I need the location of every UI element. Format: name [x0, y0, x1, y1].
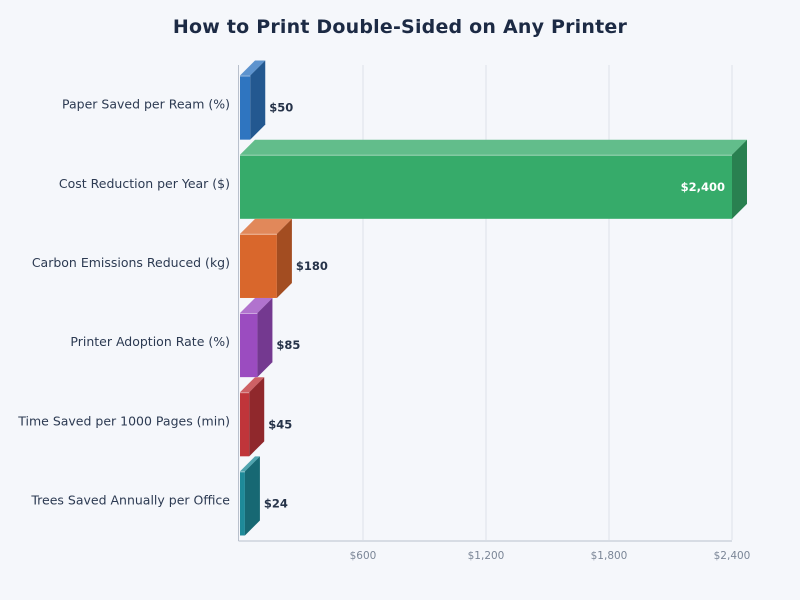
bar-top — [240, 218, 292, 234]
bar-top — [240, 456, 260, 472]
data-label: $45 — [268, 417, 292, 431]
bar — [240, 377, 265, 457]
data-label: $24 — [264, 496, 288, 510]
category-labels: Paper Saved per Ream (%) Cost Reduction p… — [17, 97, 230, 508]
category-label: Trees Saved Annually per Office — [30, 492, 230, 507]
bar-front — [240, 392, 250, 457]
bar-side — [732, 139, 747, 219]
bar-top — [240, 377, 265, 393]
category-label: Carbon Emissions Reduced (kg) — [32, 255, 230, 270]
data-label: $180 — [296, 259, 328, 273]
x-tick-label: $1,800 — [591, 550, 628, 562]
bar — [240, 139, 747, 219]
category-label: Time Saved per 1000 Pages (min) — [17, 413, 230, 428]
data-label: $85 — [276, 338, 300, 352]
bars: $50 $2,400 $180 $85 $45 $24 — [240, 60, 747, 536]
bar-front — [240, 154, 732, 219]
chart-title: How to Print Double-Sided on Any Printer — [172, 16, 628, 38]
x-tick-label: $1,200 — [468, 550, 505, 562]
bar-top — [240, 139, 747, 155]
x-tick-label: $600 — [350, 550, 377, 562]
category-label: Paper Saved per Ream (%) — [62, 97, 230, 112]
bar-side — [257, 298, 273, 378]
bar-side — [250, 60, 266, 140]
bar-front — [240, 313, 258, 378]
bar-side — [276, 218, 292, 298]
bar-front — [240, 471, 245, 536]
bar — [240, 456, 260, 536]
bar-top — [240, 298, 273, 314]
data-label: $2,400 — [681, 180, 725, 194]
bar-front — [240, 75, 251, 140]
bar-side — [249, 377, 265, 457]
data-label: $50 — [269, 101, 293, 115]
bar-front — [240, 233, 277, 298]
bar — [240, 298, 273, 378]
x-tick-label: $2,400 — [714, 550, 751, 562]
category-label: Printer Adoption Rate (%) — [70, 334, 230, 349]
bar — [240, 218, 292, 298]
bar — [240, 60, 266, 140]
bar-side — [244, 456, 260, 536]
grid-lines — [362, 65, 733, 540]
bar-top — [240, 60, 266, 76]
category-label: Cost Reduction per Year ($) — [59, 176, 230, 191]
x-axis: $600 $1,200 $1,800 $2,400 — [238, 65, 751, 562]
